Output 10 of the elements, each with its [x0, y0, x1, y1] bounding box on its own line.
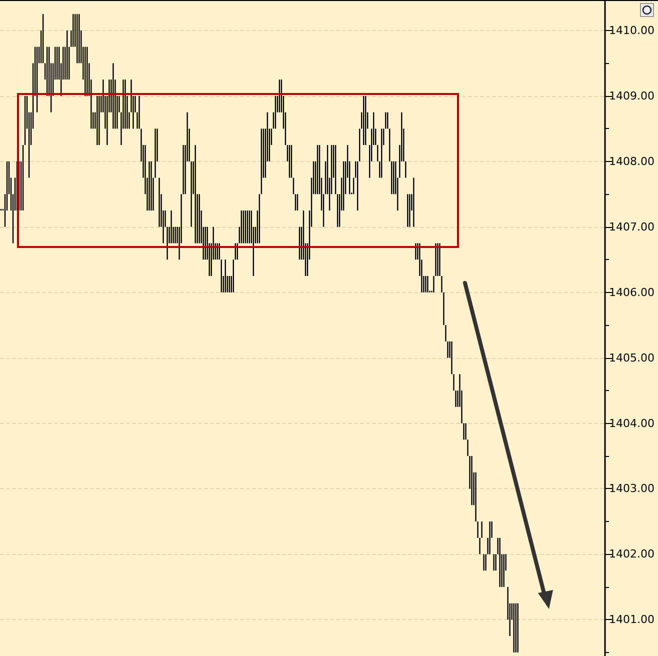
y-tick-label: 1403.00 [609, 482, 654, 496]
y-tick-label: 1410.00 [609, 24, 654, 37]
y-tick-label: 1401.00 [609, 613, 654, 626]
y-tick-label: 1405.00 [609, 351, 654, 364]
y-tick-label: 1407.00 [609, 220, 654, 234]
y-tick-label: 1406.00 [609, 286, 654, 299]
y-tick-label: 1402.00 [609, 548, 654, 561]
y-tick-label: 1404.00 [609, 416, 654, 430]
y-tick-label: 1409.00 [609, 89, 654, 102]
y-tick-label: 1408.00 [609, 154, 654, 168]
